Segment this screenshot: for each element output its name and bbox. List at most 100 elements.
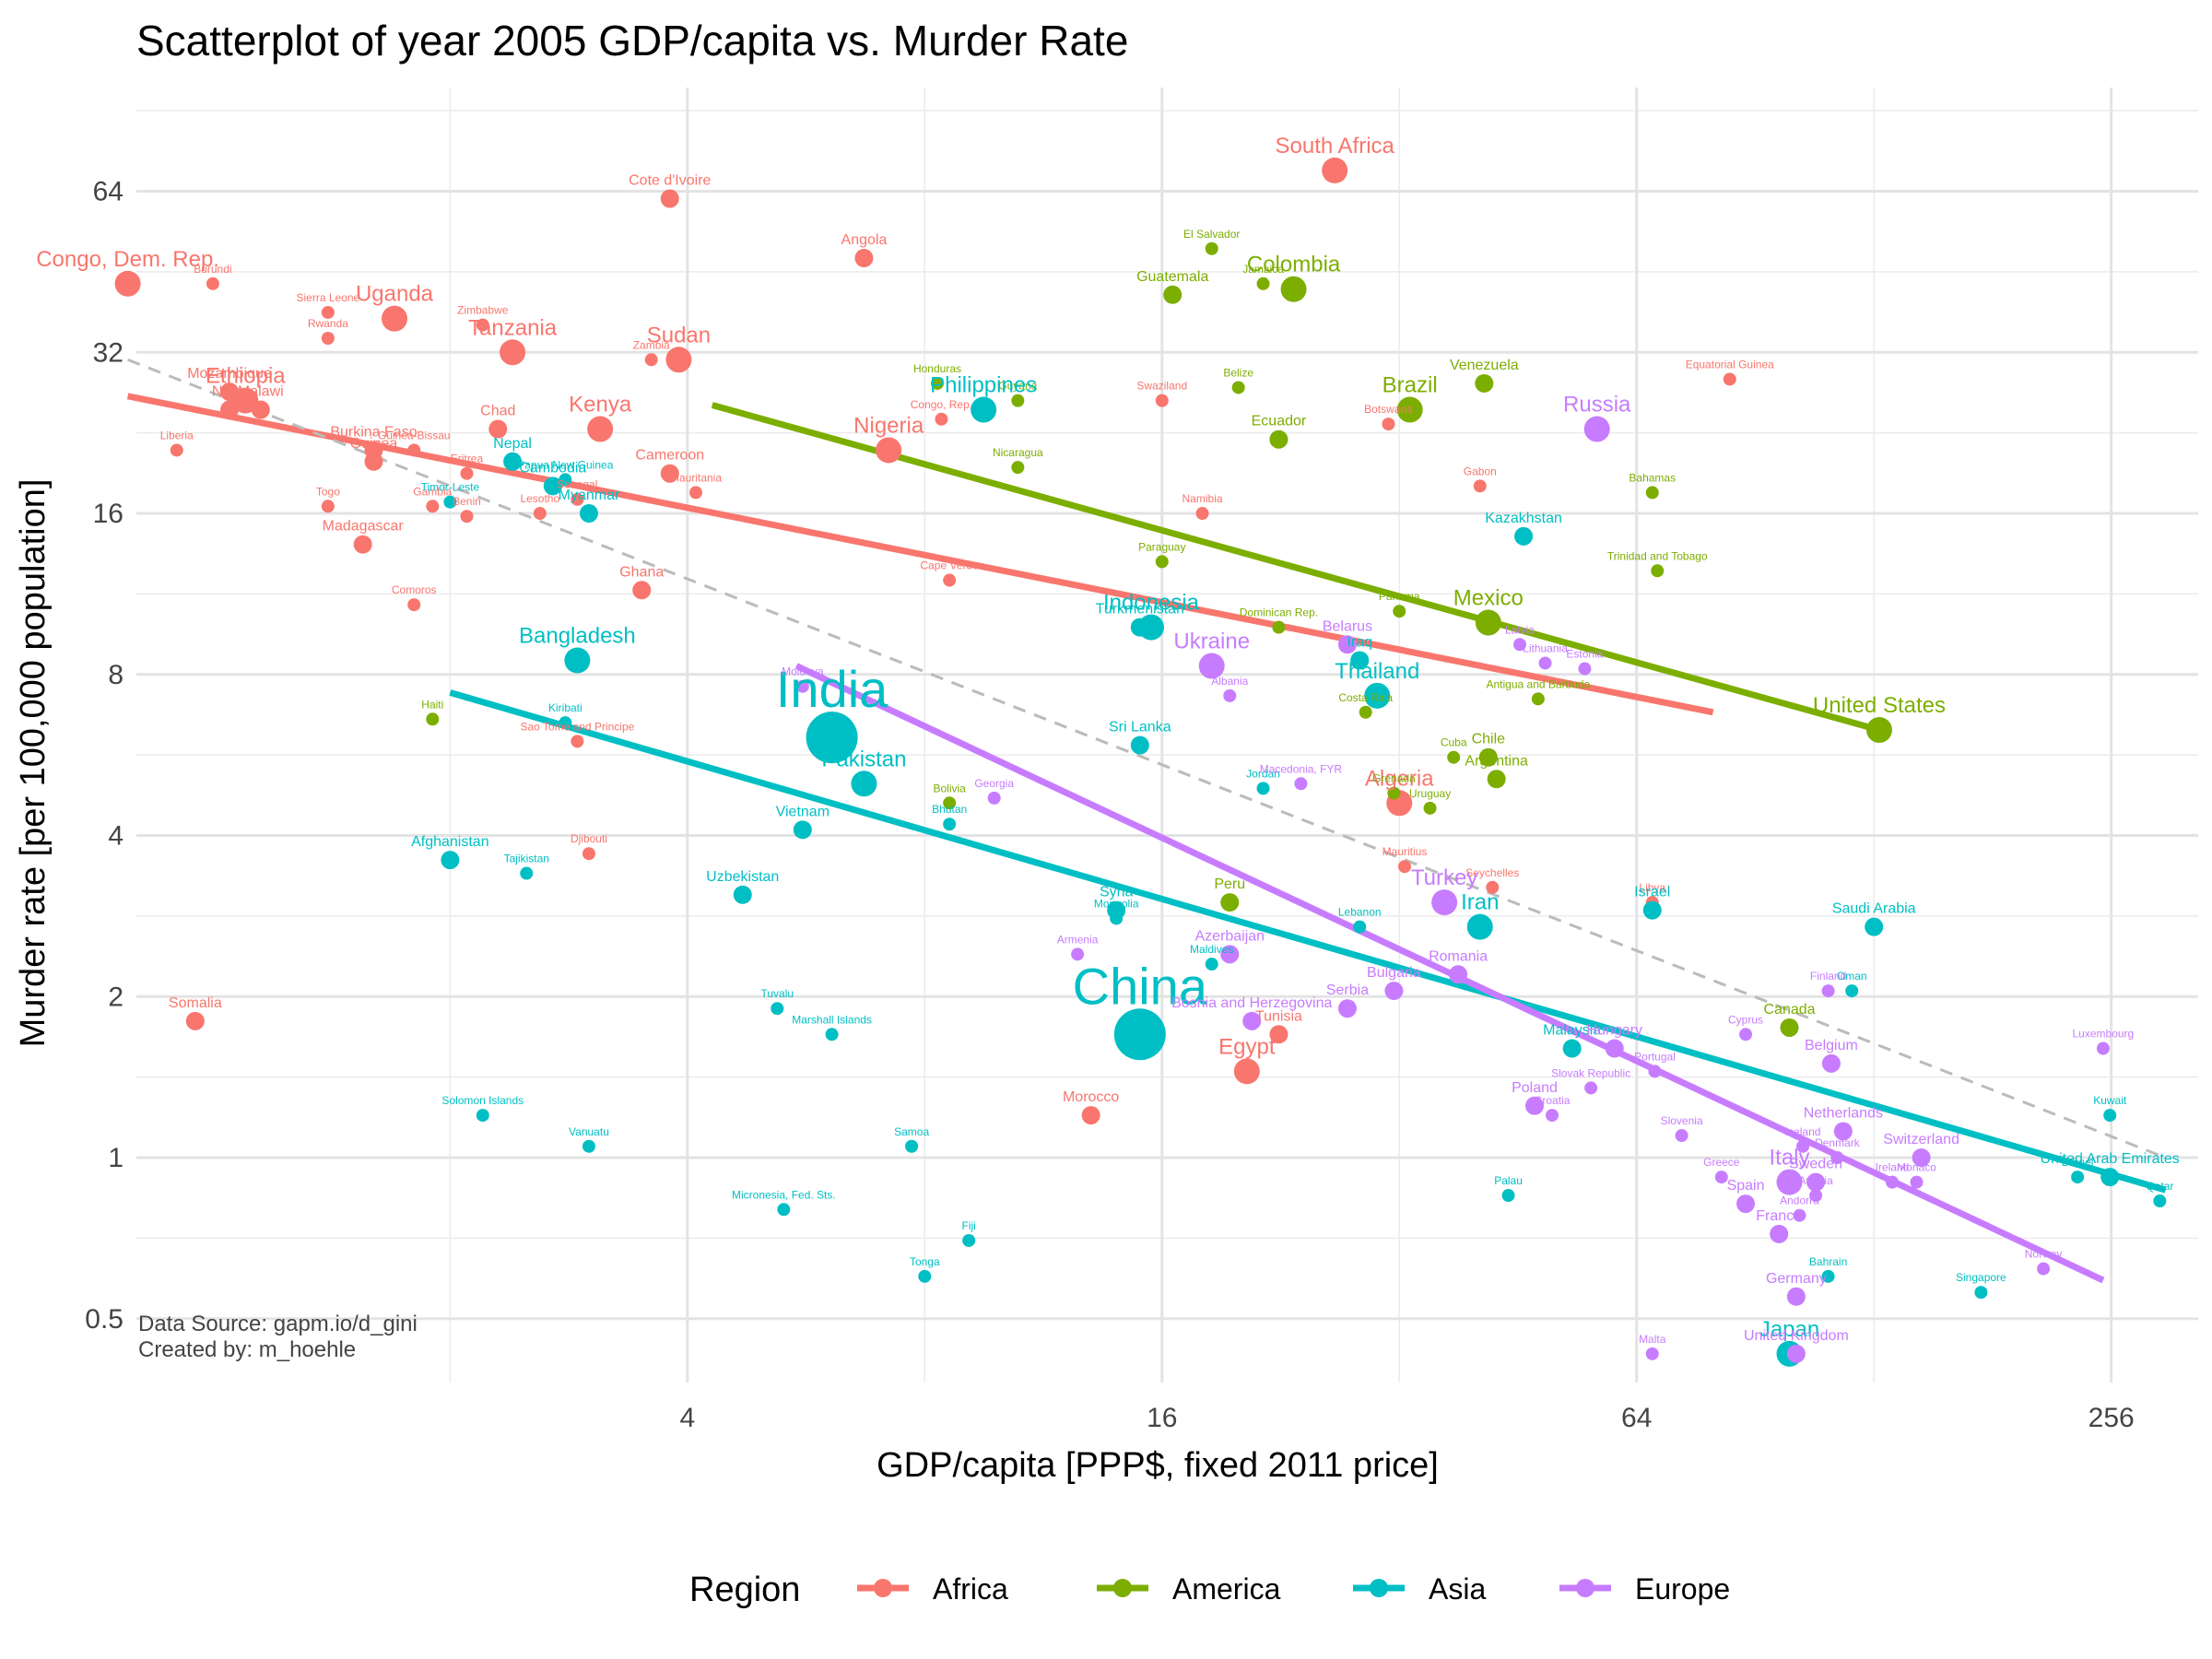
point-label-palau: Palau <box>1494 1174 1523 1187</box>
data-points <box>114 157 2167 1367</box>
point-label-el-salvador: El Salvador <box>1183 228 1240 241</box>
y-tick-label: 1 <box>108 1143 124 1173</box>
point-tunisia <box>1269 1025 1288 1044</box>
y-tick-label: 4 <box>108 821 124 852</box>
point-label-seychelles: Seychelles <box>1465 866 1519 879</box>
legend-swatch-dot <box>1113 1579 1132 1597</box>
point-armenia <box>1071 947 1085 961</box>
point-label-iran: Iran <box>1461 890 1499 915</box>
point-malawi <box>251 400 270 419</box>
point-china <box>1113 1008 1166 1061</box>
point-kiribati <box>559 716 572 730</box>
point-label-bangladesh: Bangladesh <box>519 624 636 649</box>
point-label-myanmar: Myanmar <box>559 488 620 503</box>
point-serbia <box>1337 999 1357 1018</box>
point-label-namibia: Namibia <box>1182 492 1223 505</box>
legend-swatch-dot <box>1370 1579 1388 1597</box>
point-portugal <box>1648 1065 1662 1078</box>
point-label-bosnia-and-herzegovina: Bosnia and Herzegovina <box>1171 995 1332 1011</box>
point-label-eritrea: Eritrea <box>451 453 484 465</box>
point-label-zambia: Zambia <box>633 338 670 351</box>
point-trinidad-and-tobago <box>1651 564 1665 578</box>
point-equatorial-guinea <box>1723 372 1736 386</box>
point-brazil <box>1396 396 1423 423</box>
point-nigeria <box>876 437 902 464</box>
point-label-mongolia: Mongolia <box>1094 897 1139 910</box>
legend-swatch-dot <box>1576 1579 1594 1597</box>
point-cambodia <box>543 477 562 496</box>
point-label-luxembourg: Luxembourg <box>2073 1028 2135 1041</box>
point-haiti <box>426 712 440 726</box>
point-label-bhutan: Bhutan <box>932 803 967 816</box>
point-singapore <box>1974 1286 1988 1300</box>
point-label-germany: Germany <box>1766 1271 1827 1287</box>
point-label-mauritius: Mauritius <box>1382 845 1428 858</box>
point-label-guatemala: Guatemala <box>1136 269 1208 285</box>
point-label-afghanistan: Afghanistan <box>411 834 489 850</box>
point-mauritania <box>689 486 703 500</box>
point-label-lesotho: Lesotho <box>520 492 559 505</box>
point-seychelles <box>1486 880 1500 894</box>
point-kuwait <box>2103 1109 2117 1123</box>
point-united-kingdom <box>1786 1344 1806 1363</box>
point-antigua-and-barbuda <box>1531 692 1545 706</box>
point-poland <box>1524 1096 1544 1115</box>
point-label-finland: Finland <box>1810 970 1846 982</box>
point-label-sierra-leone: Sierra Leone <box>297 291 360 304</box>
point-malaysia <box>1562 1039 1582 1058</box>
y-axis-title: Murder rate [per 100,000 population] <box>14 479 53 1048</box>
point-chile <box>1478 747 1498 767</box>
point-mexico <box>1475 609 1501 636</box>
point-label-philippines: Philippines <box>930 373 1037 398</box>
point-united-states <box>1865 717 1892 744</box>
point-label-south-africa: South Africa <box>1275 134 1394 159</box>
x-axis-title: GDP/capita [PPP$, fixed 2011 price] <box>877 1446 1439 1485</box>
point-honduras <box>930 376 944 390</box>
point-uzbekistan <box>733 885 752 904</box>
point-sudan <box>665 347 692 373</box>
point-malta <box>1645 1347 1659 1360</box>
point-label-indonesia: Indonesia <box>1103 591 1200 616</box>
legend-item-europe: Europe <box>1559 1572 1730 1606</box>
point-label-uruguay: Uruguay <box>1409 787 1451 800</box>
point-label-cyprus: Cyprus <box>1728 1013 1763 1026</box>
point-switzerland <box>1912 1148 1931 1168</box>
point-qatar <box>2153 1194 2167 1208</box>
y-tick-label: 8 <box>108 660 124 690</box>
point-label-papua-new-guinea: Papua New Guinea <box>517 458 613 471</box>
point-eritrea <box>460 466 474 480</box>
point-label-latvia: Latvia <box>1505 623 1535 636</box>
point-tanzania <box>500 339 526 366</box>
point-jordan <box>1256 782 1270 795</box>
point-afghanistan <box>441 851 460 870</box>
legend: Region Africa America Asia Europe <box>689 1571 1730 1609</box>
point-cote-d-ivoire <box>660 189 679 208</box>
point-slovak-republic <box>1584 1081 1598 1095</box>
point-iceland <box>1796 1139 1810 1153</box>
point-austria <box>1809 1189 1823 1203</box>
point-label-turkey: Turkey <box>1411 865 1477 890</box>
point-label-guyana: Guyana <box>998 380 1037 393</box>
point-india <box>806 712 858 764</box>
point-label-switzerland: Switzerland <box>1883 1132 1959 1147</box>
point-label-sweden: Sweden <box>1789 1157 1842 1172</box>
point-label-denmark: Denmark <box>1815 1136 1861 1149</box>
point-brunei <box>2071 1171 2085 1184</box>
point-luxembourg <box>2096 1041 2110 1055</box>
point-timor-leste <box>443 495 457 509</box>
point-label-guinea: Guinea <box>350 436 398 452</box>
point-label-ghana: Ghana <box>619 564 664 580</box>
point-mozambique <box>220 382 240 402</box>
point-label-marshall-islands: Marshall Islands <box>792 1013 872 1026</box>
point-philippines <box>971 396 997 423</box>
point-label-united-kingdom: United Kingdom <box>1744 1328 1849 1344</box>
point-label-cote-d-ivoire: Cote d'Ivoire <box>629 173 711 189</box>
point-label-kazakhstan: Kazakhstan <box>1485 511 1562 526</box>
point-mongolia <box>1110 912 1124 925</box>
point-label-grenada: Grenada <box>1372 772 1416 785</box>
point-label-bahamas: Bahamas <box>1629 471 1676 484</box>
point-label-nepal: Nepal <box>493 436 532 452</box>
point-label-somalia: Somalia <box>169 995 222 1011</box>
point-label-mozambique: Mozambique <box>187 366 272 382</box>
point-iraq <box>1350 651 1370 670</box>
